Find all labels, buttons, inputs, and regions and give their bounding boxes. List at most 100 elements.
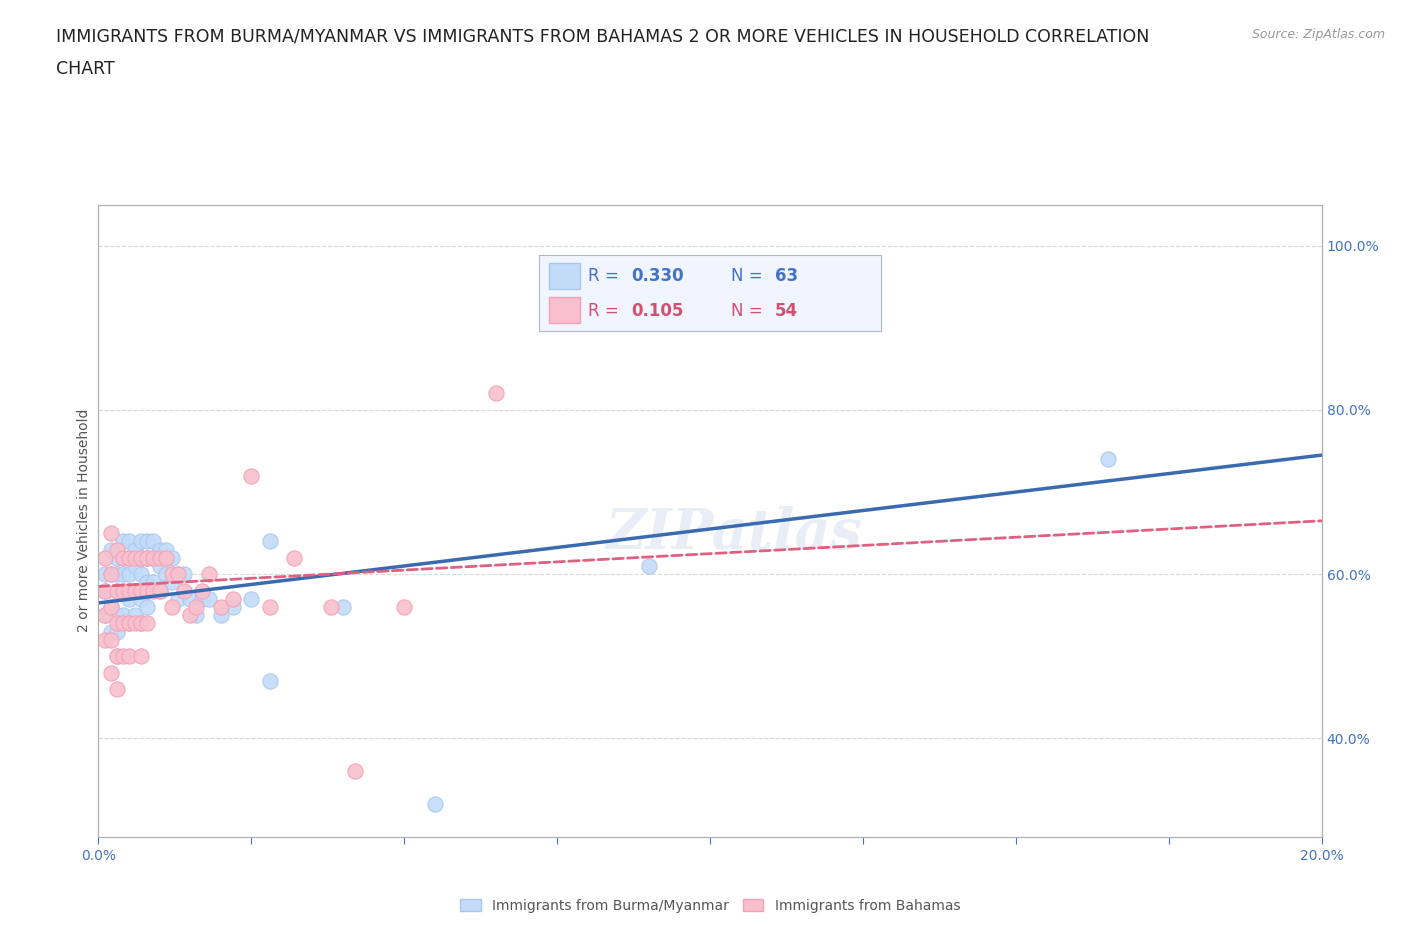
Point <box>105 616 128 631</box>
Point <box>105 608 128 623</box>
Text: 63: 63 <box>775 268 799 286</box>
Text: Source: ZipAtlas.com: Source: ZipAtlas.com <box>1251 28 1385 41</box>
Point <box>160 551 183 565</box>
Point <box>111 649 134 664</box>
Point <box>118 551 141 565</box>
Point <box>149 542 172 557</box>
Point <box>93 632 115 647</box>
Point <box>105 649 128 664</box>
Point <box>129 616 152 631</box>
Point <box>129 583 152 598</box>
Point <box>142 551 165 565</box>
Point <box>111 534 134 549</box>
Point <box>129 551 152 565</box>
Point <box>124 583 146 598</box>
Point <box>160 566 183 581</box>
Point <box>191 591 214 606</box>
Point <box>197 566 219 581</box>
Point <box>93 583 115 598</box>
Point <box>93 608 115 623</box>
Point <box>136 551 159 565</box>
Text: 0.330: 0.330 <box>631 268 683 286</box>
Point <box>142 583 165 598</box>
Point <box>197 591 219 606</box>
Point <box>118 566 141 581</box>
Point <box>124 608 146 623</box>
Point <box>149 559 172 574</box>
Point <box>105 624 128 639</box>
Point <box>392 600 416 615</box>
Point <box>155 566 177 581</box>
Point <box>637 559 661 574</box>
Point <box>100 566 122 581</box>
Point <box>105 682 128 697</box>
Point <box>209 600 232 615</box>
Point <box>124 583 146 598</box>
Point <box>485 386 508 401</box>
Point <box>129 534 152 549</box>
Point <box>124 616 146 631</box>
Point <box>118 534 141 549</box>
Point <box>124 559 146 574</box>
Text: N =: N = <box>731 301 768 320</box>
Point <box>160 575 183 590</box>
Text: R =: R = <box>589 268 624 286</box>
Point <box>136 583 159 598</box>
Point <box>155 542 177 557</box>
Point <box>222 591 245 606</box>
Point <box>111 608 134 623</box>
Point <box>129 591 152 606</box>
Point <box>283 551 305 565</box>
Point <box>105 583 128 598</box>
Point <box>129 649 152 664</box>
Point <box>124 551 146 565</box>
Text: CHART: CHART <box>56 60 115 78</box>
Point <box>118 649 141 664</box>
Point <box>240 591 263 606</box>
Point <box>100 600 122 615</box>
Point <box>136 551 159 565</box>
Point <box>173 566 195 581</box>
Text: R =: R = <box>589 301 624 320</box>
Point <box>111 583 134 598</box>
Point <box>124 542 146 557</box>
Point <box>100 665 122 680</box>
Point <box>118 591 141 606</box>
Point <box>93 566 115 581</box>
Point <box>100 566 122 581</box>
Point <box>149 583 172 598</box>
Point <box>179 608 201 623</box>
Point <box>111 551 134 565</box>
Point <box>93 551 115 565</box>
Point <box>136 575 159 590</box>
Point <box>111 583 134 598</box>
Point <box>155 551 177 565</box>
Point <box>167 591 190 606</box>
Point <box>93 583 115 598</box>
Point <box>100 600 122 615</box>
Point <box>136 600 159 615</box>
Point <box>209 608 232 623</box>
Point <box>105 542 128 557</box>
Point <box>129 551 152 565</box>
Y-axis label: 2 or more Vehicles in Household: 2 or more Vehicles in Household <box>77 409 91 632</box>
Point <box>173 583 195 598</box>
Text: 0.105: 0.105 <box>631 301 683 320</box>
Text: 54: 54 <box>775 301 799 320</box>
Legend: Immigrants from Burma/Myanmar, Immigrants from Bahamas: Immigrants from Burma/Myanmar, Immigrant… <box>454 894 966 919</box>
Point <box>105 649 128 664</box>
Point <box>111 566 134 581</box>
Point <box>118 583 141 598</box>
Point <box>222 600 245 615</box>
Point <box>191 583 214 598</box>
Point <box>142 551 165 565</box>
Point <box>259 534 281 549</box>
Point <box>167 566 190 581</box>
Point <box>142 575 165 590</box>
Point <box>100 632 122 647</box>
Point <box>105 551 128 565</box>
Point <box>93 608 115 623</box>
Point <box>344 764 367 778</box>
Text: ZIPatlas: ZIPatlas <box>606 506 863 561</box>
Point <box>259 600 281 615</box>
